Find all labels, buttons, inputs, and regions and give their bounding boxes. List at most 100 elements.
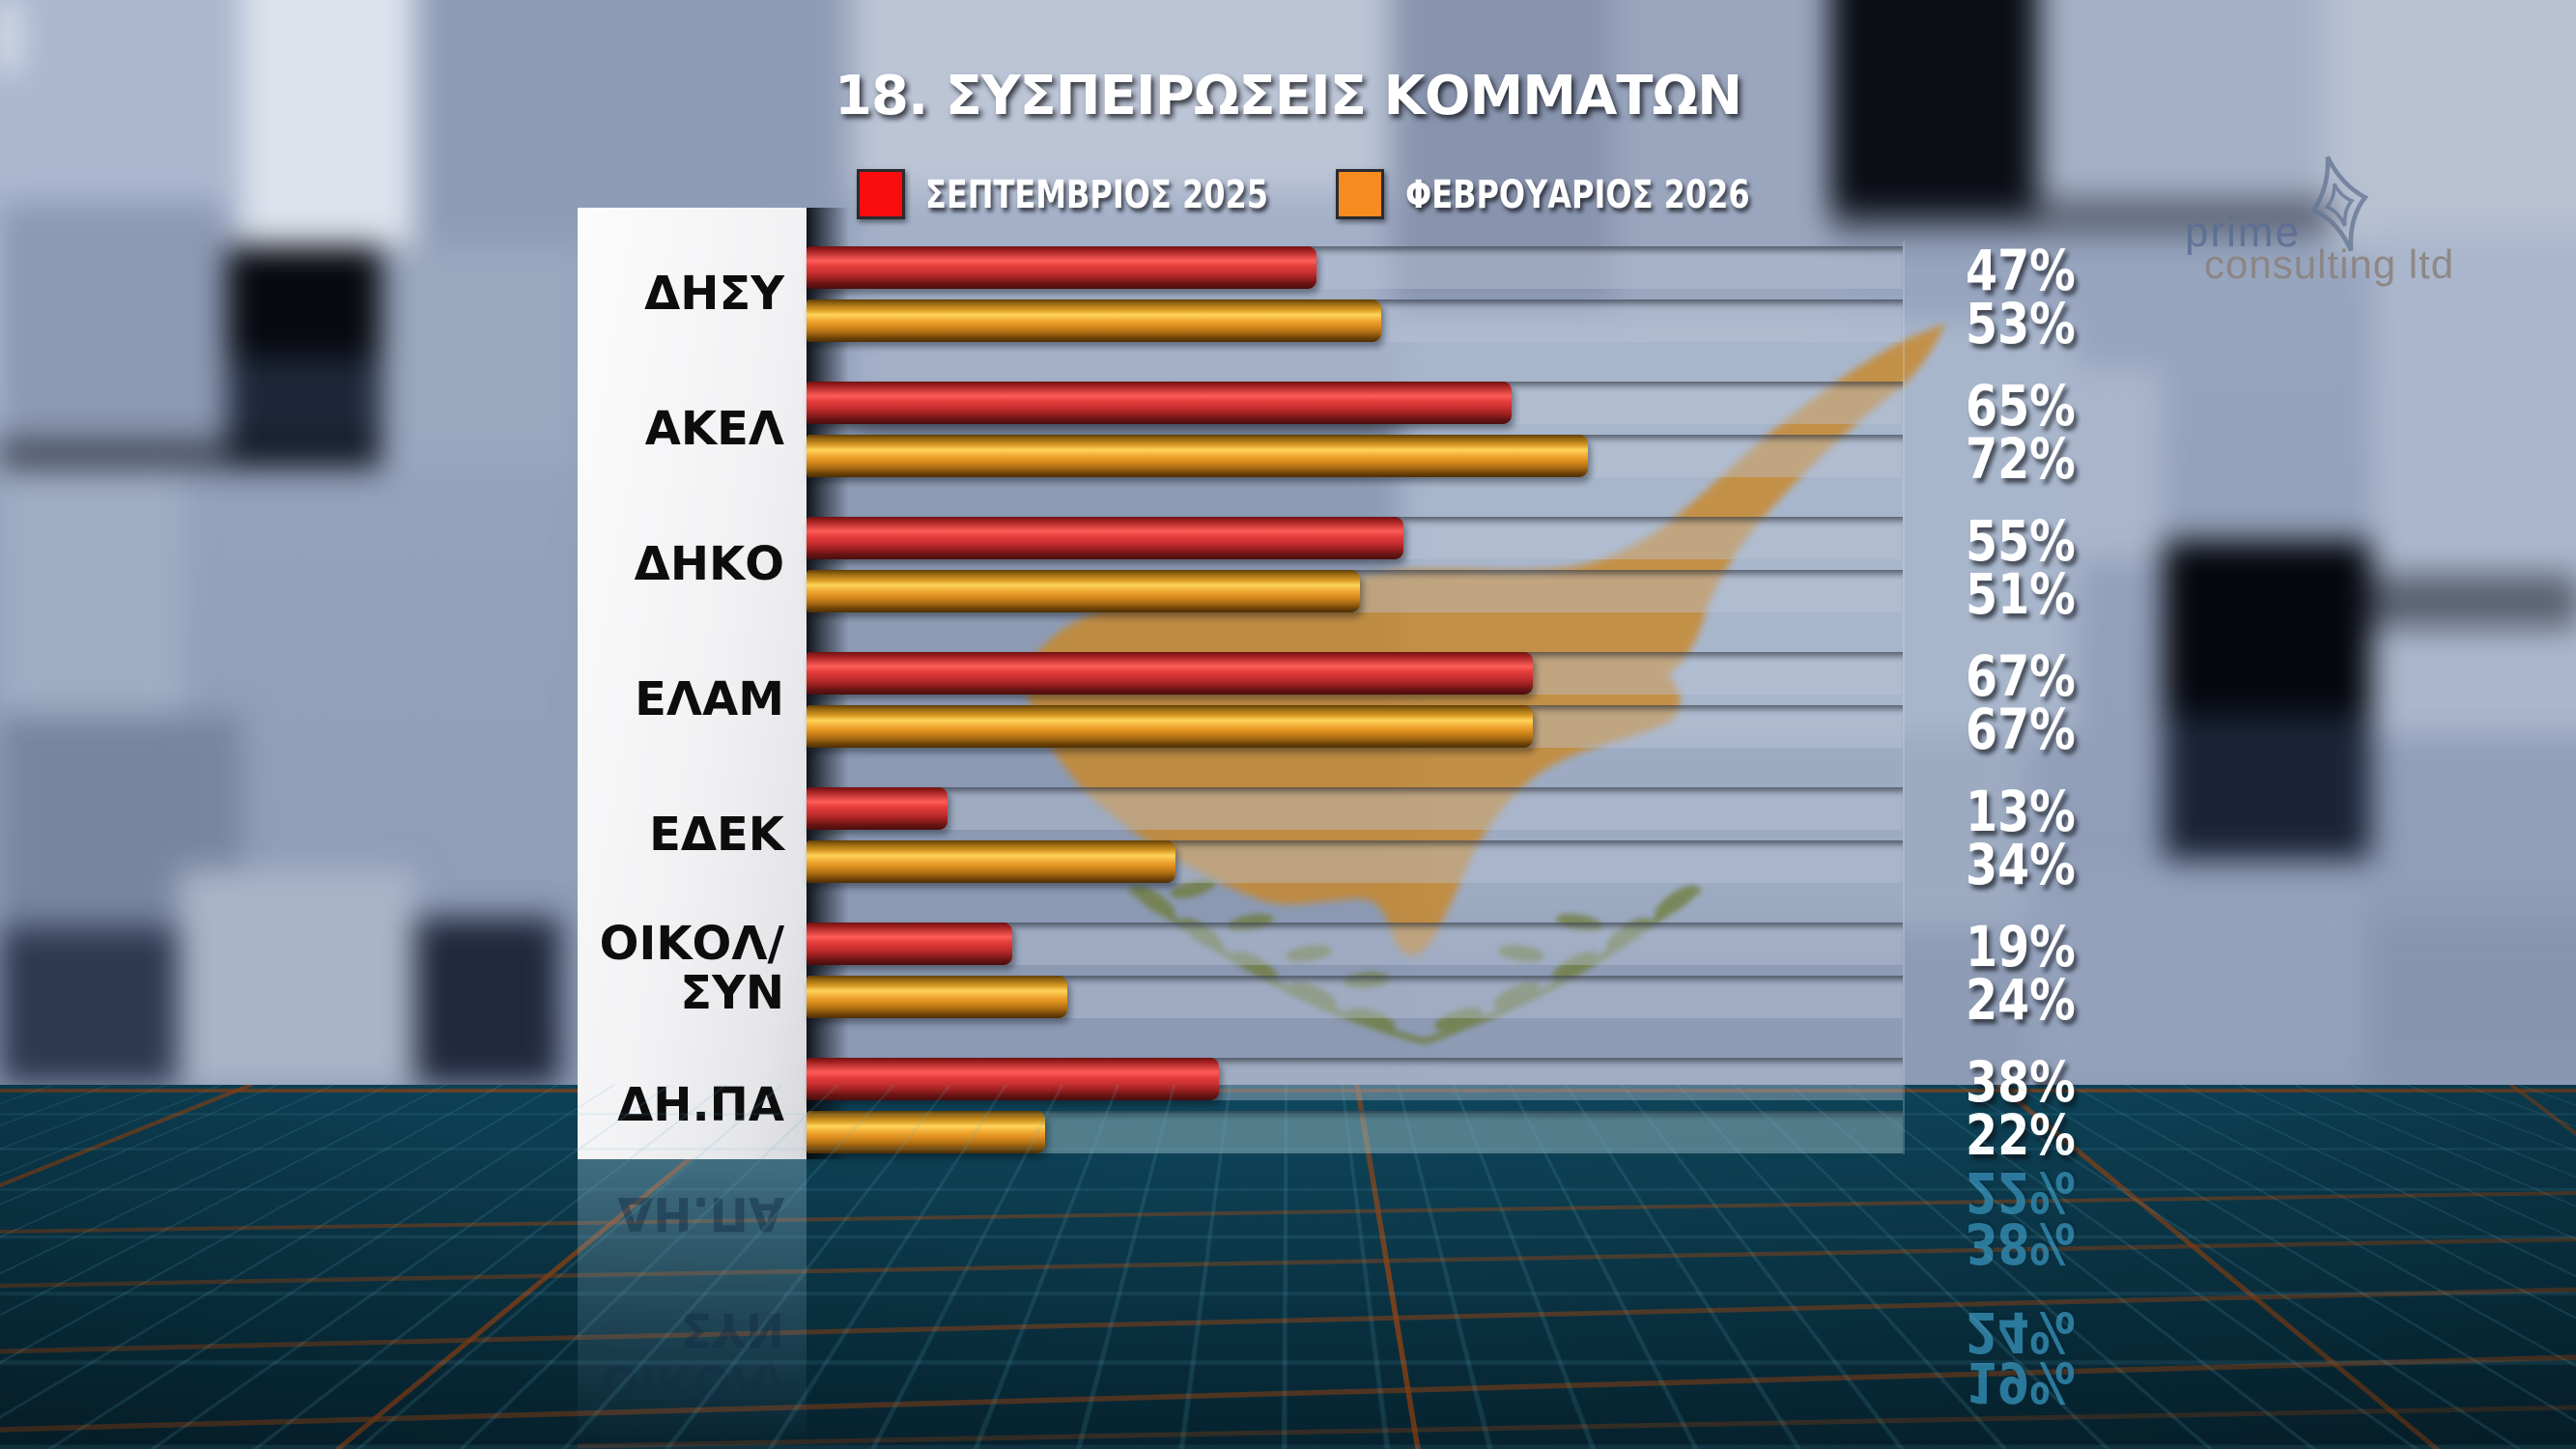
- value-label-s1-r0: 53%: [1966, 296, 2100, 352]
- cube-6: [1613, 0, 1840, 319]
- cube-7: [1830, 0, 2043, 213]
- cube-13: [0, 203, 227, 464]
- value-text: 53%: [1966, 291, 2076, 356]
- reflected-value-text: 38%: [1966, 1210, 2076, 1276]
- floor-vignette: [0, 1085, 2576, 1449]
- cube-27: [415, 918, 560, 1085]
- value-text: 19%: [1966, 914, 2076, 980]
- value-label-s0-r1: 65%: [1966, 378, 2100, 434]
- value-text: 38%: [1966, 1049, 2076, 1115]
- cube-19: [2164, 715, 2371, 860]
- value-label-s1-r6: 22%: [1966, 1107, 2100, 1163]
- reflected-value-text: 19%: [1966, 1350, 2076, 1415]
- reflected-label-0: ΔΗ.ΠΑ: [617, 1186, 784, 1240]
- star-icon: [2309, 156, 2369, 252]
- cube-23: [2366, 918, 2576, 1085]
- value-text: 67%: [1966, 696, 2076, 762]
- cube-26: [179, 869, 415, 1085]
- reflected-value-1: 38%: [1966, 1210, 2100, 1276]
- value-label-s1-r4: 34%: [1966, 837, 2100, 893]
- reflected-label-2: ΟΙΚΟΛ/: [599, 1354, 784, 1408]
- bar-s0-r1: [807, 382, 1512, 424]
- value-label-s0-r2: 55%: [1966, 513, 2100, 569]
- category-label-1: ΑΚΕΛ: [644, 402, 784, 456]
- value-text: 24%: [1966, 967, 2076, 1033]
- category-label-5: ΟΙΚΟΛ/ΣΥΝ: [599, 917, 784, 1020]
- cube-21: [2067, 367, 2164, 560]
- value-text: 67%: [1966, 643, 2076, 709]
- bar-s1-r0: [807, 299, 1382, 342]
- value-label-s0-r3: 67%: [1966, 648, 2100, 704]
- legend-text: ΣΕΠΤΕΜΒΡΙΟΣ 2025: [925, 173, 1269, 217]
- category-label-3: ΕΛΑΜ: [635, 672, 784, 726]
- cyprus-flag-island: [1022, 323, 1946, 955]
- bar-s1-r4: [807, 840, 1175, 883]
- cube-33: [2347, 575, 2576, 628]
- value-text: 22%: [1966, 1102, 2076, 1168]
- cube-32: [1830, 198, 2333, 235]
- value-text: 65%: [1966, 373, 2076, 439]
- reflected-label-1: ΣΥΝ: [680, 1302, 784, 1356]
- value-text: 51%: [1966, 561, 2076, 627]
- cube-30: [0, 440, 382, 470]
- bar-s0-r5: [807, 923, 1013, 965]
- bar-s1-r2: [807, 570, 1360, 612]
- watermark-consulting: consulting ltd: [2204, 242, 2455, 287]
- category-label-6: ΔΗ.ΠΑ: [617, 1078, 784, 1132]
- bar-track-s0-r4: [807, 787, 1903, 830]
- cube-10: [0, 0, 17, 72]
- cyprus-flag-olive-branches: [1128, 879, 1703, 1045]
- legend-swatch-1: [1336, 169, 1384, 219]
- value-label-s0-r6: 38%: [1966, 1054, 2100, 1110]
- cube-25: [0, 927, 179, 1085]
- category-label-4: ΕΔΕΚ: [649, 808, 784, 862]
- value-text: 34%: [1966, 832, 2076, 897]
- value-label-s1-r3: 67%: [1966, 701, 2100, 757]
- legend-swatch-0: [857, 169, 905, 219]
- value-label-s0-r4: 13%: [1966, 783, 2100, 839]
- value-label-s0-r0: 47%: [1966, 242, 2100, 298]
- value-label-s1-r1: 72%: [1966, 431, 2100, 487]
- value-text: 13%: [1966, 779, 2076, 844]
- cube-15: [382, 246, 589, 469]
- panel-reflection: [578, 1159, 807, 1449]
- cube-22: [2028, 869, 2366, 1085]
- legend-text: ΦΕΒΡΟΥΑΡΙΟΣ 2026: [1405, 173, 1750, 217]
- cube-11: [222, 246, 382, 372]
- reflected-value-3: 19%: [1966, 1350, 2100, 1415]
- cube-18: [2164, 541, 2371, 744]
- bar-s1-r6: [807, 1111, 1046, 1153]
- legend-label-1: ΦΕΒΡΟΥΑΡΙΟΣ 2026: [1405, 171, 1836, 219]
- cube-3: [850, 0, 1401, 203]
- bar-s1-r3: [807, 705, 1534, 748]
- category-panel: [578, 208, 807, 1159]
- cube-8: [2038, 0, 2337, 232]
- bar-s1-r1: [807, 435, 1588, 477]
- cube-20: [2371, 232, 2576, 734]
- legend-label-0: ΣΕΠΤΕΜΒΡΙΟΣ 2025: [925, 171, 1354, 219]
- value-label-s1-r5: 24%: [1966, 972, 2100, 1028]
- cube-5: [1391, 0, 1623, 309]
- bar-s1-r5: [807, 976, 1067, 1018]
- bar-s0-r3: [807, 652, 1534, 695]
- watermark-prime: prime: [2185, 209, 2302, 256]
- value-text: 47%: [1966, 238, 2076, 303]
- floor: [0, 1085, 2576, 1449]
- watermark-logo: prime consulting ltd: [2164, 145, 2511, 299]
- bar-s0-r4: [807, 787, 948, 830]
- category-label-0: ΔΗΣΥ: [644, 267, 784, 321]
- cube-9: [2323, 0, 2576, 251]
- cube-14: [0, 464, 184, 715]
- floor-perspective-lines: [0, 1085, 2576, 1449]
- category-label-2: ΔΗΚΟ: [634, 537, 784, 591]
- value-label-s0-r5: 19%: [1966, 919, 2100, 975]
- value-text: 55%: [1966, 508, 2076, 574]
- bar-s0-r0: [807, 246, 1316, 289]
- value-label-s1-r2: 51%: [1966, 566, 2100, 622]
- bar-s0-r6: [807, 1058, 1219, 1100]
- chart-title: 18. ΣΥΣΠΕΙΡΩΣΕΙΣ ΚΟΜΜΑΤΩΝ: [835, 65, 1742, 128]
- bar-s0-r2: [807, 517, 1403, 559]
- plot-right-edge: [1903, 242, 1905, 1154]
- value-text: 72%: [1966, 426, 2076, 492]
